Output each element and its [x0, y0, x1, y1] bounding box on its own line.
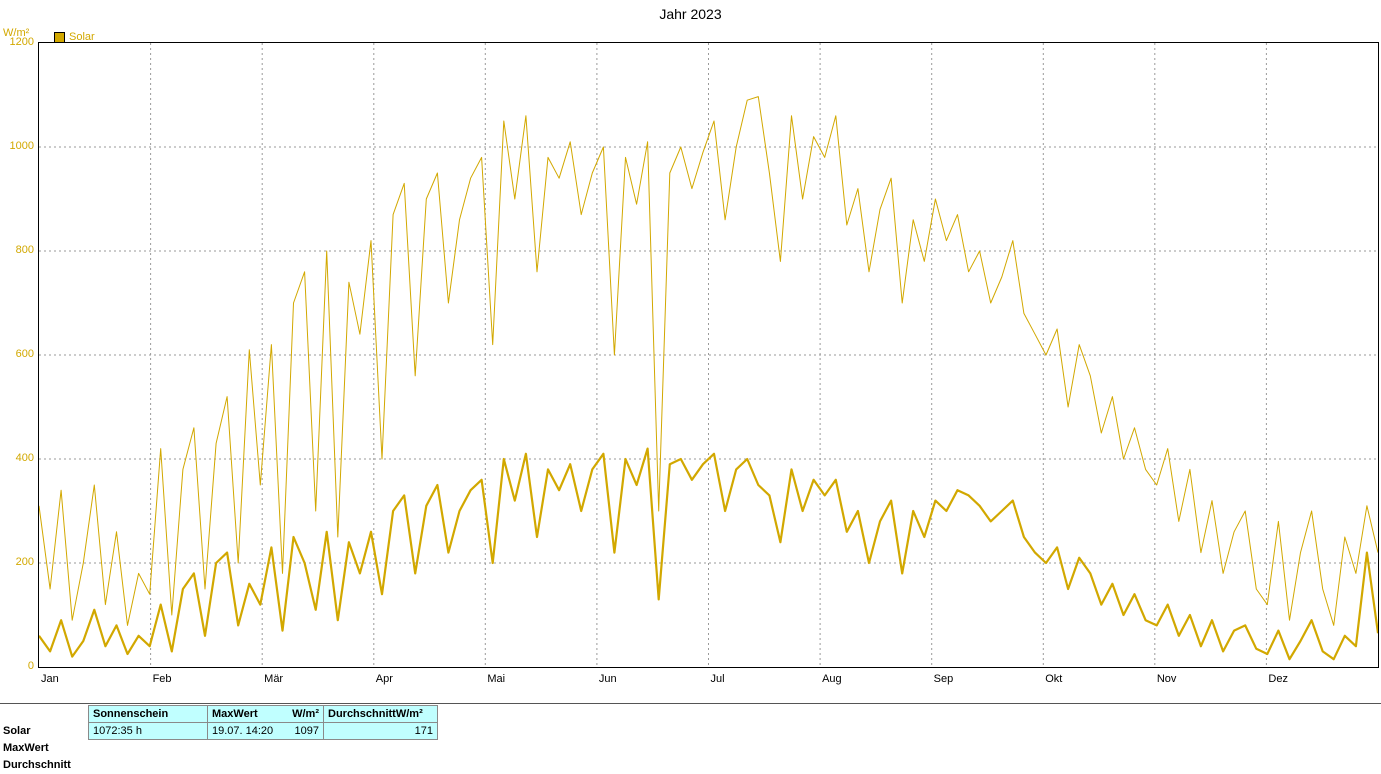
y-axis-unit-label: W/m²	[3, 27, 30, 39]
y-axis-tick-label: 600	[15, 348, 34, 360]
header-cell-maxwert: MaxWert W/m²	[207, 705, 324, 723]
durchschnitt-header-text: Durchschnitt	[328, 708, 396, 720]
x-axis-month-label: Jun	[598, 673, 617, 685]
y-axis-tick-label: 800	[15, 244, 34, 256]
sonnenschein-header-text: Sonnenschein	[93, 708, 169, 720]
maxwert-header-text: MaxWert	[212, 708, 258, 720]
value-cell-maxwert: 19.07. 14:20 1097	[207, 722, 324, 740]
header-cell-durchschnitt: Durchschnitt W/m²	[323, 705, 438, 723]
y-axis-tick-label: 0	[27, 660, 34, 672]
durchschnitt-value: 171	[414, 725, 433, 737]
table-row-label-maxwert: MaxWert	[3, 742, 49, 754]
x-axis-month-label: Dez	[1268, 673, 1288, 685]
y-axis-tick-label: 1000	[9, 140, 34, 152]
table-row-label-durchschnitt: Durchschnitt	[3, 759, 71, 771]
value-cell-sonnenschein: 1072:35 h	[88, 722, 208, 740]
y-axis-tick-labels: 0 200 400 600 800 1000 1200	[0, 0, 34, 768]
x-axis-month-label: Aug	[822, 673, 842, 685]
y-axis-tick-label: 200	[15, 556, 34, 568]
statistics-table: Solar MaxWert Durchschnitt Sonnenschein …	[0, 703, 1381, 771]
durchschnitt-unit-text: W/m²	[395, 708, 423, 720]
x-axis-month-label: Sep	[933, 673, 954, 685]
header-cell-sonnenschein: Sonnenschein	[88, 705, 208, 723]
x-axis-month-label: Jul	[710, 673, 725, 685]
legend-label-solar: Solar	[69, 31, 95, 43]
x-axis-month-label: Mär	[264, 673, 284, 685]
plot-area	[38, 42, 1379, 668]
sonnenschein-value: 1072:35 h	[93, 725, 142, 737]
x-axis-month-label: Apr	[375, 673, 393, 685]
x-axis-month-label: Mai	[487, 673, 506, 685]
solar-daily-mean-line	[39, 447, 1378, 661]
y-axis-tick-label: 1200	[9, 36, 34, 48]
maxwert-value: 1097	[294, 725, 319, 737]
x-axis-month-label: Feb	[152, 673, 172, 685]
chart-canvas	[39, 43, 1378, 667]
value-cell-durchschnitt: 171	[323, 722, 438, 740]
maxwert-datetime-value: 19.07. 14:20	[212, 725, 274, 737]
table-row-label-solar: Solar	[3, 725, 31, 737]
y-axis-tick-label: 400	[15, 452, 34, 464]
maxwert-unit-text: W/m²	[292, 708, 319, 720]
solar-series-swatch-icon	[54, 31, 65, 43]
legend: Solar	[54, 31, 95, 43]
x-axis-month-label: Jan	[41, 673, 59, 685]
page-title: Jahr 2023	[659, 6, 722, 22]
solar-daily-max-line	[39, 96, 1378, 626]
x-axis-month-label: Nov	[1156, 673, 1177, 685]
x-axis-month-label: Okt	[1045, 673, 1063, 685]
